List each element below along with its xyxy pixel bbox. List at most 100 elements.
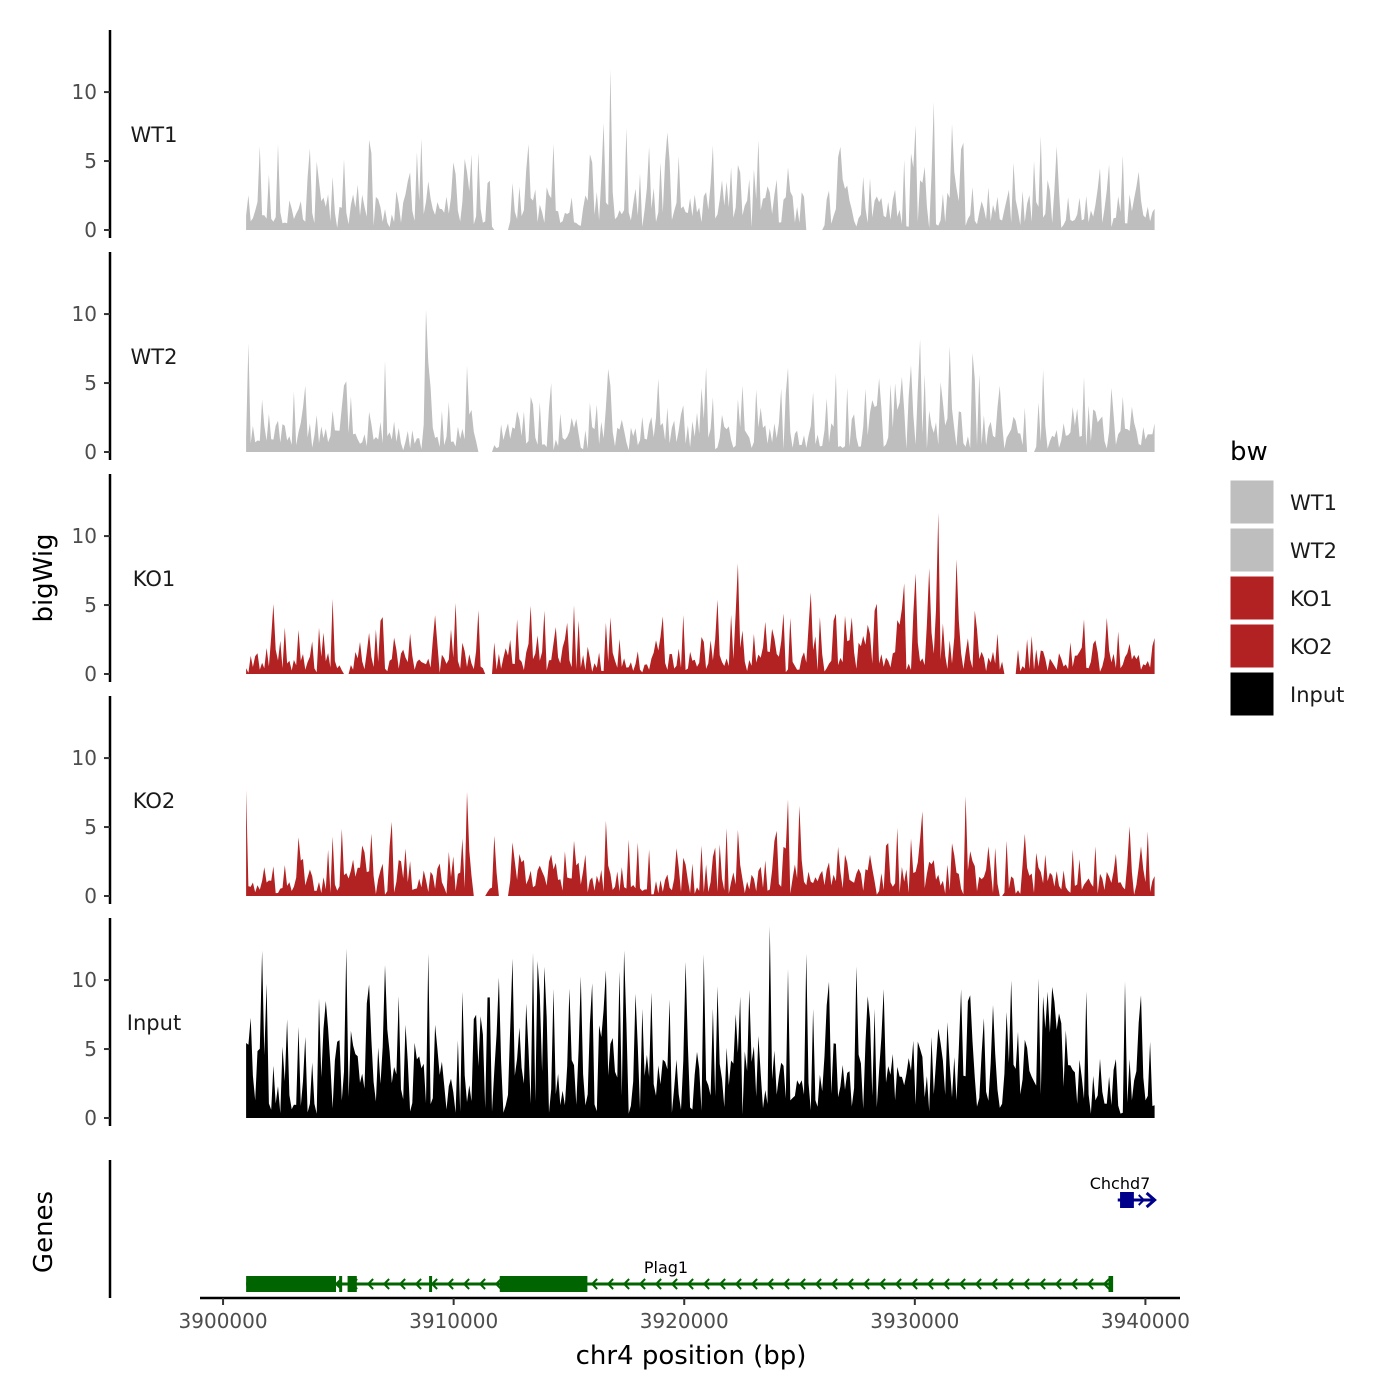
legend-label-wt1: WT1 bbox=[1290, 491, 1337, 515]
signal-area-ko2 bbox=[246, 789, 1155, 896]
strand-arrow bbox=[654, 1278, 662, 1290]
legend-key-wt1 bbox=[1229, 479, 1275, 525]
y-tick-label: 0 bbox=[84, 662, 97, 686]
legend-label-ko2: KO2 bbox=[1290, 635, 1333, 659]
x-axis: 3900000 3910000 3920000 3930000 3940000 bbox=[179, 1296, 1190, 1333]
strand-arrow bbox=[462, 1278, 470, 1290]
strand-arrow bbox=[1038, 1278, 1046, 1290]
x-tick-label: 3930000 bbox=[870, 1309, 959, 1333]
strand-arrow bbox=[622, 1278, 630, 1290]
signal-area-wt2 bbox=[246, 309, 1155, 452]
y-tick-label: 10 bbox=[72, 746, 97, 770]
exon bbox=[347, 1276, 357, 1292]
strand-arrow bbox=[1070, 1278, 1078, 1290]
y-tick-label: 10 bbox=[72, 80, 97, 104]
signal-area-wt1 bbox=[246, 69, 1155, 230]
y-axis-title: bigWig bbox=[29, 533, 59, 622]
strand-arrow bbox=[766, 1278, 774, 1290]
exon bbox=[1108, 1276, 1114, 1292]
legend-key-wt2 bbox=[1229, 527, 1275, 573]
strand-arrow bbox=[990, 1278, 998, 1290]
strand-arrow bbox=[1022, 1278, 1030, 1290]
strand-arrow bbox=[814, 1278, 822, 1290]
strand-arrow bbox=[782, 1278, 790, 1290]
track-label: KO1 bbox=[133, 567, 176, 591]
strand-arrow bbox=[750, 1278, 758, 1290]
strand-arrow bbox=[1138, 1194, 1146, 1206]
x-tick-label: 3910000 bbox=[409, 1309, 498, 1333]
strand-arrow bbox=[366, 1278, 374, 1290]
genes-axis-title: Genes bbox=[29, 1191, 59, 1273]
track-wt2: 0 5 10 WT2 bbox=[72, 252, 1155, 464]
x-tick-label: 3920000 bbox=[640, 1309, 729, 1333]
strand-arrow bbox=[478, 1278, 486, 1290]
track-input: 0 5 10 Input bbox=[72, 918, 1155, 1130]
x-tick-label: 3940000 bbox=[1101, 1309, 1190, 1333]
strand-arrow bbox=[702, 1278, 710, 1290]
legend: bw WT1 WT2 KO1 KO2 Input bbox=[1229, 437, 1344, 717]
gene-label: Plag1 bbox=[644, 1258, 688, 1277]
legend-title: bw bbox=[1230, 437, 1268, 467]
legend-label-ko1: KO1 bbox=[1290, 587, 1333, 611]
x-axis-title: chr4 position (bp) bbox=[576, 1341, 807, 1371]
strand-arrow bbox=[734, 1278, 742, 1290]
gene-plag1: Plag1 bbox=[246, 1258, 1114, 1292]
strand-arrow bbox=[398, 1278, 406, 1290]
signal-area-input bbox=[246, 926, 1155, 1118]
strand-arrow bbox=[798, 1278, 806, 1290]
strand-arrow bbox=[638, 1278, 646, 1290]
strand-arrow-end bbox=[1145, 1191, 1157, 1209]
strand-arrow bbox=[494, 1278, 502, 1290]
y-tick-label: 5 bbox=[84, 371, 97, 395]
strand-arrow bbox=[606, 1278, 614, 1290]
y-tick-label: 5 bbox=[84, 149, 97, 173]
legend-key-ko1 bbox=[1229, 575, 1275, 621]
gene-panel: Plag1 Chchd7 bbox=[108, 1160, 1157, 1298]
y-tick-label: 0 bbox=[84, 884, 97, 908]
exon bbox=[1120, 1192, 1134, 1208]
strand-arrow bbox=[974, 1278, 982, 1290]
strand-arrow bbox=[382, 1278, 390, 1290]
exon bbox=[499, 1276, 588, 1292]
strand-arrow bbox=[718, 1278, 726, 1290]
y-tick-label: 10 bbox=[72, 524, 97, 548]
strand-arrow bbox=[1006, 1278, 1014, 1290]
y-tick-label: 5 bbox=[84, 1037, 97, 1061]
y-tick-label: 0 bbox=[84, 218, 97, 242]
strand-arrow bbox=[686, 1278, 694, 1290]
tracks: 0 5 10 WT1 0 5 10 WT2 0 5 10 KO1 0 5 10 KO2 0 5 10 Input bbox=[72, 30, 1155, 1130]
y-tick-label: 0 bbox=[84, 1106, 97, 1130]
track-wt1: 0 5 10 WT1 bbox=[72, 30, 1155, 242]
strand-arrow bbox=[942, 1278, 950, 1290]
y-tick-label: 0 bbox=[84, 440, 97, 464]
strand-arrow bbox=[670, 1278, 678, 1290]
strand-arrow bbox=[894, 1278, 902, 1290]
strand-arrow bbox=[1054, 1278, 1062, 1290]
gene-label: Chchd7 bbox=[1090, 1174, 1151, 1193]
strand-arrow bbox=[830, 1278, 838, 1290]
legend-label-wt2: WT2 bbox=[1290, 539, 1337, 563]
strand-arrow bbox=[414, 1278, 422, 1290]
strand-arrow bbox=[1086, 1278, 1094, 1290]
track-label: KO2 bbox=[133, 789, 176, 813]
track-ko1: 0 5 10 KO1 bbox=[72, 474, 1155, 686]
strand-arrow bbox=[926, 1278, 934, 1290]
legend-key-ko2 bbox=[1229, 623, 1275, 669]
strand-arrow bbox=[1102, 1278, 1110, 1290]
strand-arrow bbox=[862, 1278, 870, 1290]
strand-arrow bbox=[446, 1278, 454, 1290]
y-tick-label: 5 bbox=[84, 815, 97, 839]
track-label: WT1 bbox=[131, 123, 178, 147]
legend-label-input: Input bbox=[1290, 683, 1344, 707]
y-tick-label: 10 bbox=[72, 302, 97, 326]
strand-arrow bbox=[846, 1278, 854, 1290]
y-tick-label: 5 bbox=[84, 593, 97, 617]
legend-key-input bbox=[1229, 671, 1275, 717]
strand-arrow bbox=[430, 1278, 438, 1290]
track-ko2: 0 5 10 KO2 bbox=[72, 696, 1155, 908]
strand-arrow bbox=[910, 1278, 918, 1290]
track-label: Input bbox=[127, 1011, 181, 1035]
strand-arrow bbox=[590, 1278, 598, 1290]
y-tick-label: 10 bbox=[72, 968, 97, 992]
